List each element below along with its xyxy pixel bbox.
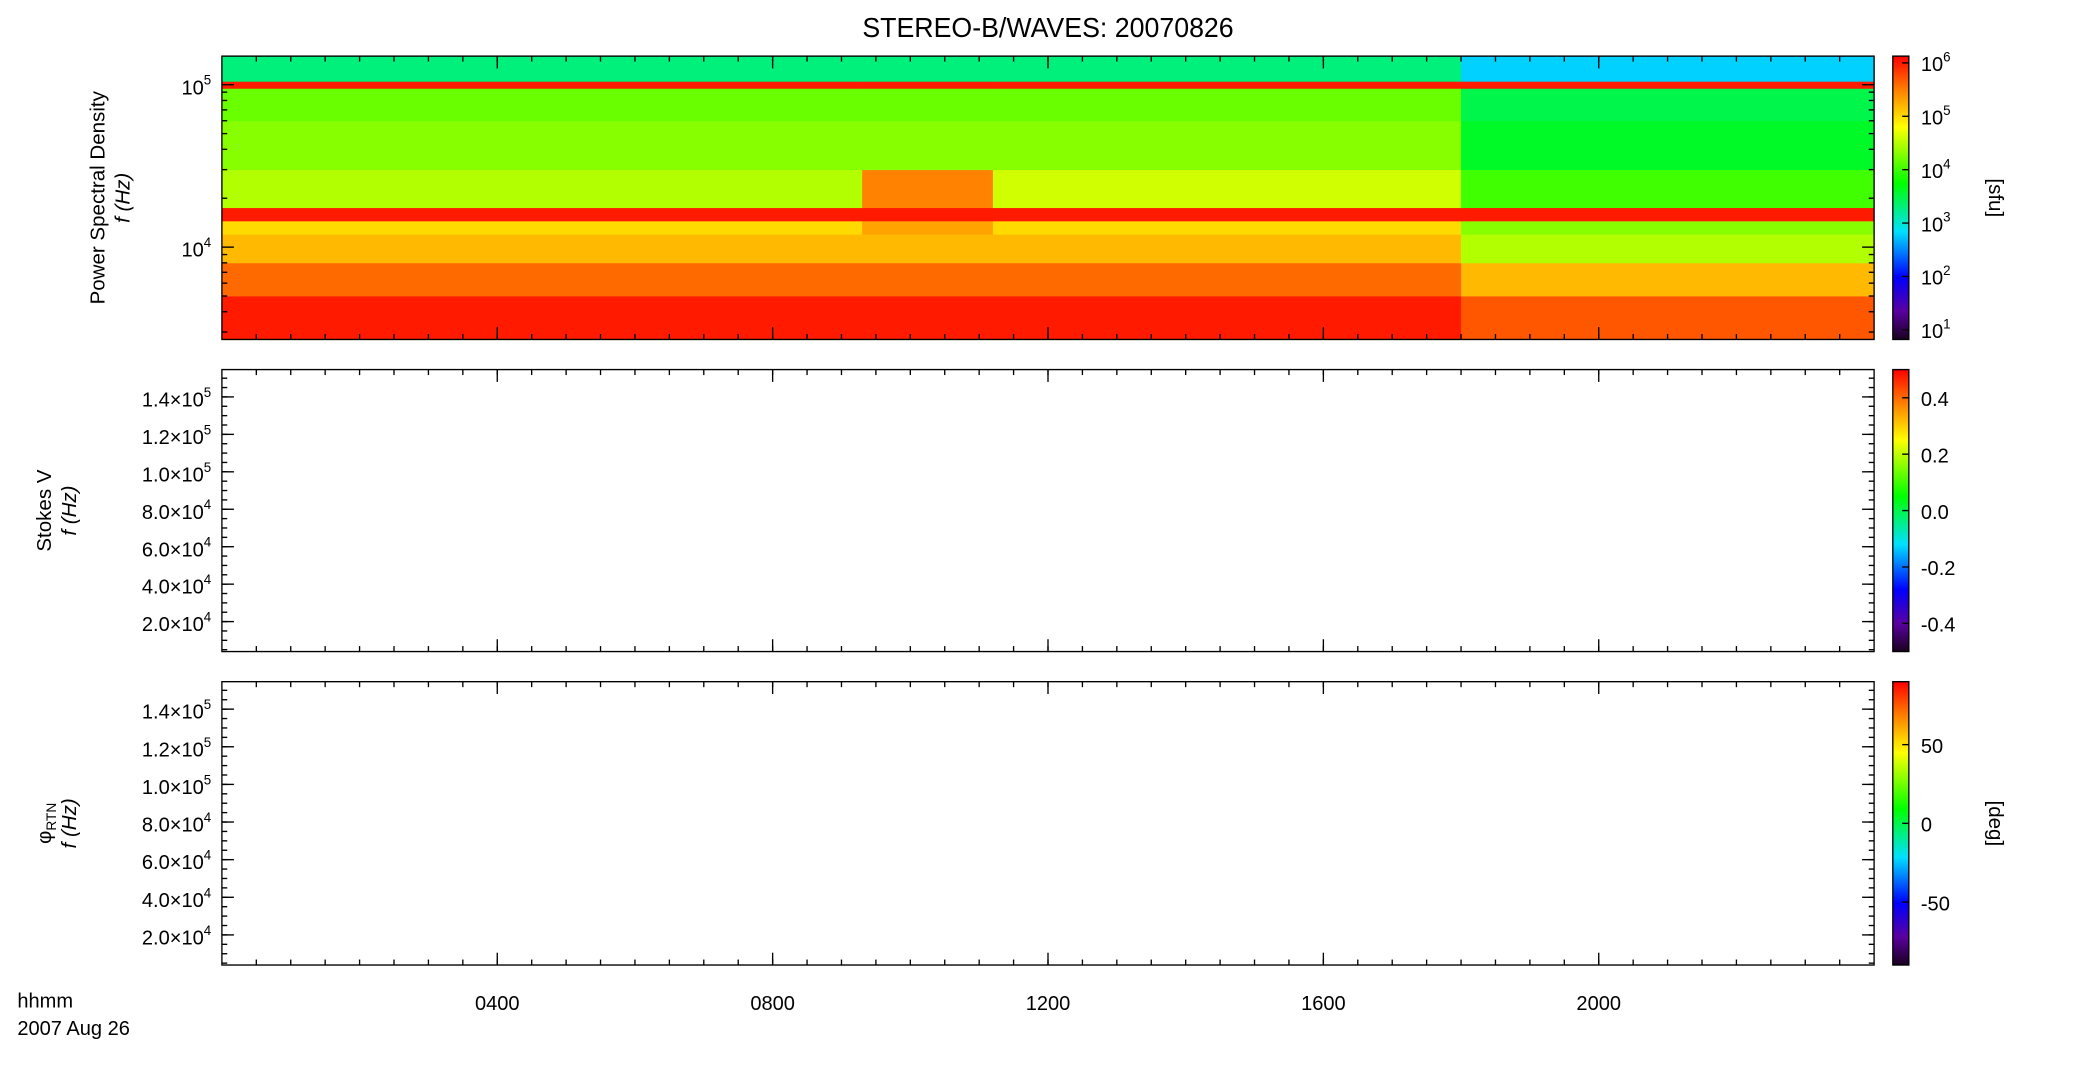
x-tick-label: 1600 <box>1301 993 1346 1015</box>
colorbar-tick-label: 0.4 <box>1921 389 1949 411</box>
heatmap-cell <box>1461 169 1875 209</box>
colorbar-tick-label: 0.0 <box>1921 502 1949 524</box>
heatmap-cell <box>992 262 1462 297</box>
colorbar-tick-label: 105 <box>1921 103 1951 130</box>
y-axis-label: f (Hz) <box>113 173 135 223</box>
plot-frame <box>221 680 1875 966</box>
heatmap-cell <box>862 169 994 209</box>
y-axis-label: Power Spectral Density <box>87 90 109 304</box>
x-tick-label: 0400 <box>475 993 520 1015</box>
heatmap-cell <box>221 88 863 122</box>
heatmap-cell <box>221 234 863 264</box>
heatmap-cell <box>1461 234 1875 264</box>
y-tick-label: 4.0×104 <box>142 885 212 912</box>
heatmap-cell <box>1461 296 1875 340</box>
colorbar-tick-label: 106 <box>1921 49 1951 76</box>
x-tick-label: 0800 <box>750 993 795 1015</box>
heatmap-cell <box>992 234 1462 264</box>
heatmap-cell <box>221 207 863 222</box>
heatmap-cell <box>992 207 1462 222</box>
y-tick-label: 6.0×104 <box>142 535 212 562</box>
heatmap-cell <box>992 81 1462 89</box>
y-tick-label: 6.0×104 <box>142 848 212 875</box>
heatmap-cell <box>221 262 863 297</box>
heatmap-cell <box>1461 120 1875 171</box>
heatmap-cell <box>1461 81 1875 89</box>
y-axis-label: f (Hz) <box>59 485 81 535</box>
colorbar-label: [deg] <box>1984 801 2006 847</box>
heatmap-cell <box>1461 207 1875 222</box>
y-axis-label: Stokes V <box>34 469 56 552</box>
heatmap-cell <box>862 81 994 89</box>
y-tick-label: 1.0×105 <box>142 460 211 487</box>
y-axis-label: φRTN <box>34 803 59 844</box>
heatmap-cell <box>862 120 994 171</box>
y-tick-label: 8.0×104 <box>142 497 212 524</box>
heatmap-cell <box>992 169 1462 209</box>
y-tick-label: 2.0×104 <box>142 923 212 950</box>
colorbar-tick-label: 50 <box>1921 736 1943 758</box>
heatmap-cell <box>221 296 863 340</box>
y-tick-label: 8.0×104 <box>142 810 212 837</box>
heatmap-cell <box>1461 220 1875 235</box>
colorbar-tick-label: -0.2 <box>1921 558 1956 580</box>
colorbar-tick-label: 0 <box>1921 814 1932 836</box>
y-tick-label: 1.0×105 <box>142 772 211 799</box>
chart-title: STEREO-B/WAVES: 20070826 <box>862 13 1233 43</box>
colorbar-tick-label: -0.4 <box>1921 614 1956 636</box>
heatmap-cell <box>1461 88 1875 122</box>
heatmap-cell <box>862 296 994 340</box>
heatmap-cell <box>862 207 994 222</box>
heatmap-cell <box>992 88 1462 122</box>
heatmap-cell <box>992 56 1462 82</box>
y-axis-label: f (Hz) <box>59 798 81 848</box>
y-tick-label: 1.2×105 <box>142 735 211 762</box>
heatmap-cell <box>221 169 863 209</box>
heatmap-cell <box>992 120 1462 171</box>
colorbar <box>1892 55 1910 341</box>
x-tick-label: 1200 <box>1026 993 1071 1015</box>
colorbar-label: [sfu] <box>1984 178 2006 217</box>
x-tick-label: 2000 <box>1576 993 1621 1015</box>
heatmap-cell <box>221 120 863 171</box>
heatmap-cell <box>221 81 863 89</box>
date-label: 2007 Aug 26 <box>17 1018 130 1040</box>
heatmap-cell <box>992 296 1462 340</box>
y-tick-label: 1.4×105 <box>142 385 211 412</box>
colorbar-tick-label: 102 <box>1921 263 1951 290</box>
y-tick-label: 1.4×105 <box>142 697 211 724</box>
colorbar-tick-label: 104 <box>1921 156 1951 183</box>
heatmap-cell <box>221 56 863 82</box>
heatmap-cell <box>862 56 994 82</box>
y-tick-label: 104 <box>181 235 211 262</box>
y-tick-label: 1.2×105 <box>142 422 211 449</box>
y-tick-label: 105 <box>181 73 211 100</box>
x-axis-label: hhmm <box>17 990 73 1012</box>
heatmap-cell <box>1461 262 1875 297</box>
heatmap-cell <box>221 220 863 235</box>
y-tick-label: 2.0×104 <box>142 609 212 636</box>
y-tick-label: 4.0×104 <box>142 572 212 599</box>
heatmap-cell <box>862 262 994 297</box>
heatmap-cell <box>862 88 994 122</box>
colorbar-tick-label: 0.2 <box>1921 445 1949 467</box>
colorbar-tick-label: -50 <box>1921 893 1950 915</box>
heatmap-cell <box>862 220 994 235</box>
heatmap-cell <box>862 234 994 264</box>
colorbar-tick-label: 103 <box>1921 210 1951 237</box>
plot-frame <box>221 368 1875 653</box>
colorbar-tick-label: 101 <box>1921 316 1951 343</box>
heatmap-cell <box>992 220 1462 235</box>
